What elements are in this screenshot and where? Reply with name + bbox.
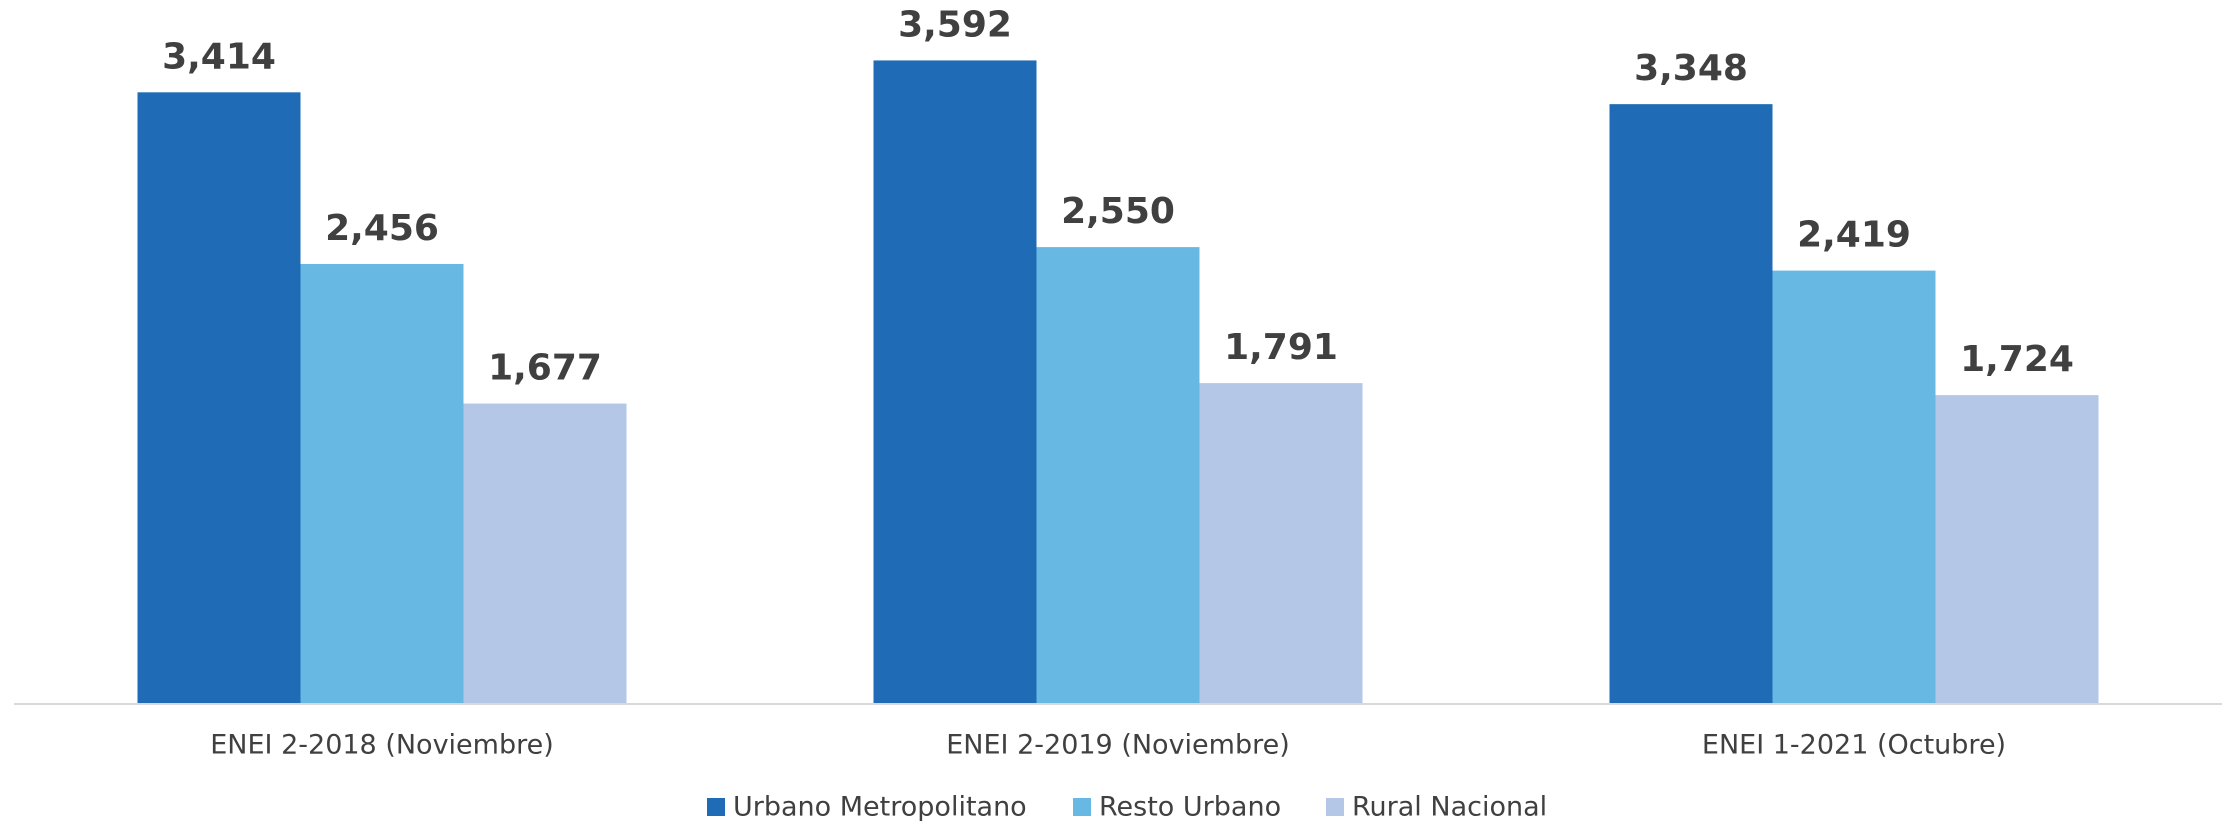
legend-label: Urbano Metropolitano [733,792,1027,823]
bar [463,403,627,704]
data-label: 2,419 [1797,215,1911,256]
x-tick-label: ENEI 2-2018 (Noviembre) [210,730,554,761]
bar [873,60,1037,704]
data-label: 3,592 [898,4,1012,45]
data-label: 3,348 [1634,48,1748,89]
data-label: 1,724 [1960,339,2074,380]
data-label: 2,456 [325,208,439,249]
data-label: 1,677 [488,348,602,389]
bar [1036,247,1200,704]
data-label: 2,550 [1061,191,1175,232]
bar [1199,383,1363,704]
legend-swatch [1073,798,1091,816]
legend-swatch [707,798,725,816]
data-label: 3,414 [162,36,276,77]
bar [300,263,464,704]
x-tick-label: ENEI 2-2019 (Noviembre) [946,730,1290,761]
x-tick-label: ENEI 1-2021 (Octubre) [1702,730,2006,761]
bar [137,92,301,704]
bar [1772,270,1936,704]
data-label: 1,791 [1224,327,1338,368]
legend-label: Resto Urbano [1099,792,1281,823]
bar [1935,395,2099,704]
legend-label: Rural Nacional [1352,792,1547,823]
legend-swatch [1326,798,1344,816]
bar [1609,104,1773,704]
